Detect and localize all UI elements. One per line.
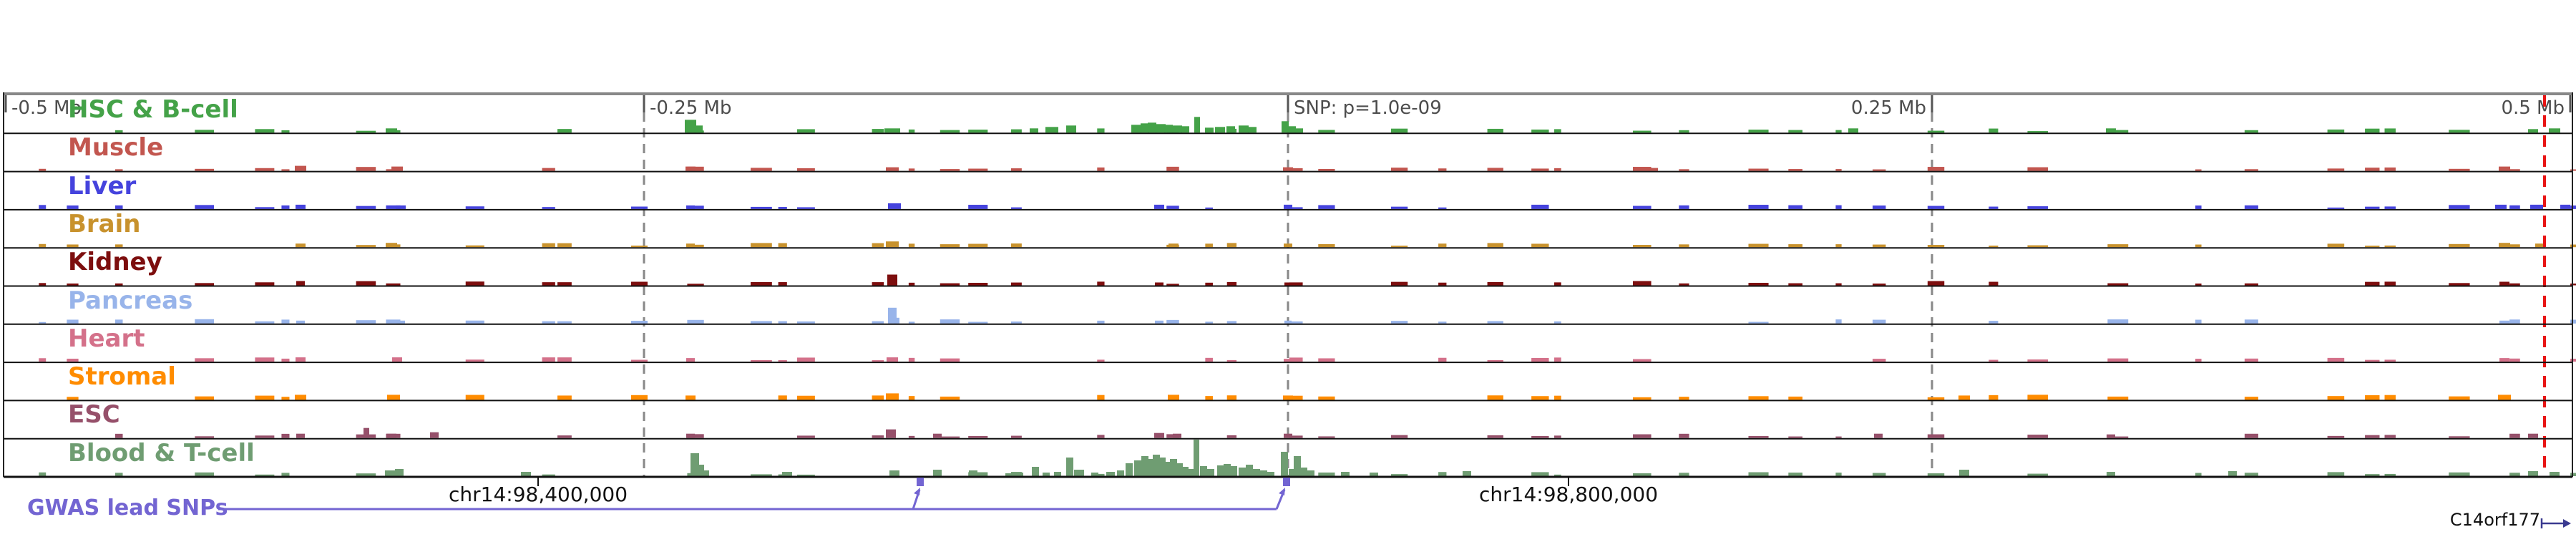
track-label-kidney: Kidney bbox=[68, 248, 162, 277]
track-peaks-muscle bbox=[39, 165, 2576, 171]
lead-snp-marker bbox=[1283, 478, 1290, 486]
track-label-muscle: Muscle bbox=[68, 133, 164, 163]
gene-label: C14orf177 bbox=[2449, 510, 2540, 530]
genome-coordinate-label: chr14:98,400,000 bbox=[448, 483, 628, 506]
ruler-tick-label: -0.5 Mb bbox=[11, 97, 82, 119]
gwas-lead-snps-label: GWAS lead SNPs bbox=[27, 495, 228, 521]
track-label-liver: Liver bbox=[68, 171, 137, 200]
track-label-hsc-b-cell: HSC & B-cell bbox=[68, 95, 238, 124]
track-peaks-brain bbox=[39, 241, 2576, 248]
track-label-stromal: Stromal bbox=[68, 362, 176, 392]
ruler-tick-label: SNP: p=1.0e-09 bbox=[1294, 97, 1442, 119]
track-peaks-liver bbox=[39, 203, 2576, 209]
track-label-pancreas: Pancreas bbox=[68, 286, 193, 315]
track-label-blood-t-cell: Blood & T-cell bbox=[68, 438, 255, 468]
track-peaks-esc bbox=[114, 427, 2538, 438]
track-label-brain: Brain bbox=[68, 209, 141, 238]
track-peaks-hsc-b-cell bbox=[114, 117, 2560, 133]
gridlines bbox=[4, 94, 2572, 477]
gwas-lead-snps-pointer bbox=[218, 478, 1290, 511]
gene-arrow bbox=[2540, 518, 2571, 528]
ruler-tick-label: 0.5 Mb bbox=[2501, 97, 2565, 119]
track-label-heart: Heart bbox=[68, 324, 145, 353]
track-peaks-kidney bbox=[39, 274, 2576, 286]
track-peaks-stromal bbox=[67, 393, 2511, 400]
lead-snp-marker bbox=[917, 478, 924, 486]
ruler-tick-label: -0.25 Mb bbox=[650, 97, 732, 119]
track-peaks-heart bbox=[39, 357, 2576, 362]
track-label-esc: ESC bbox=[68, 400, 120, 430]
track-peaks-blood-t-cell bbox=[39, 440, 2576, 476]
plot-frame bbox=[3, 92, 2573, 478]
genome-coordinate-label: chr14:98,800,000 bbox=[1478, 483, 1659, 506]
ruler-tick-label: 0.25 Mb bbox=[1850, 97, 1926, 119]
genome-axis-ticks bbox=[537, 477, 1569, 486]
track-peaks-pancreas bbox=[39, 307, 2576, 324]
